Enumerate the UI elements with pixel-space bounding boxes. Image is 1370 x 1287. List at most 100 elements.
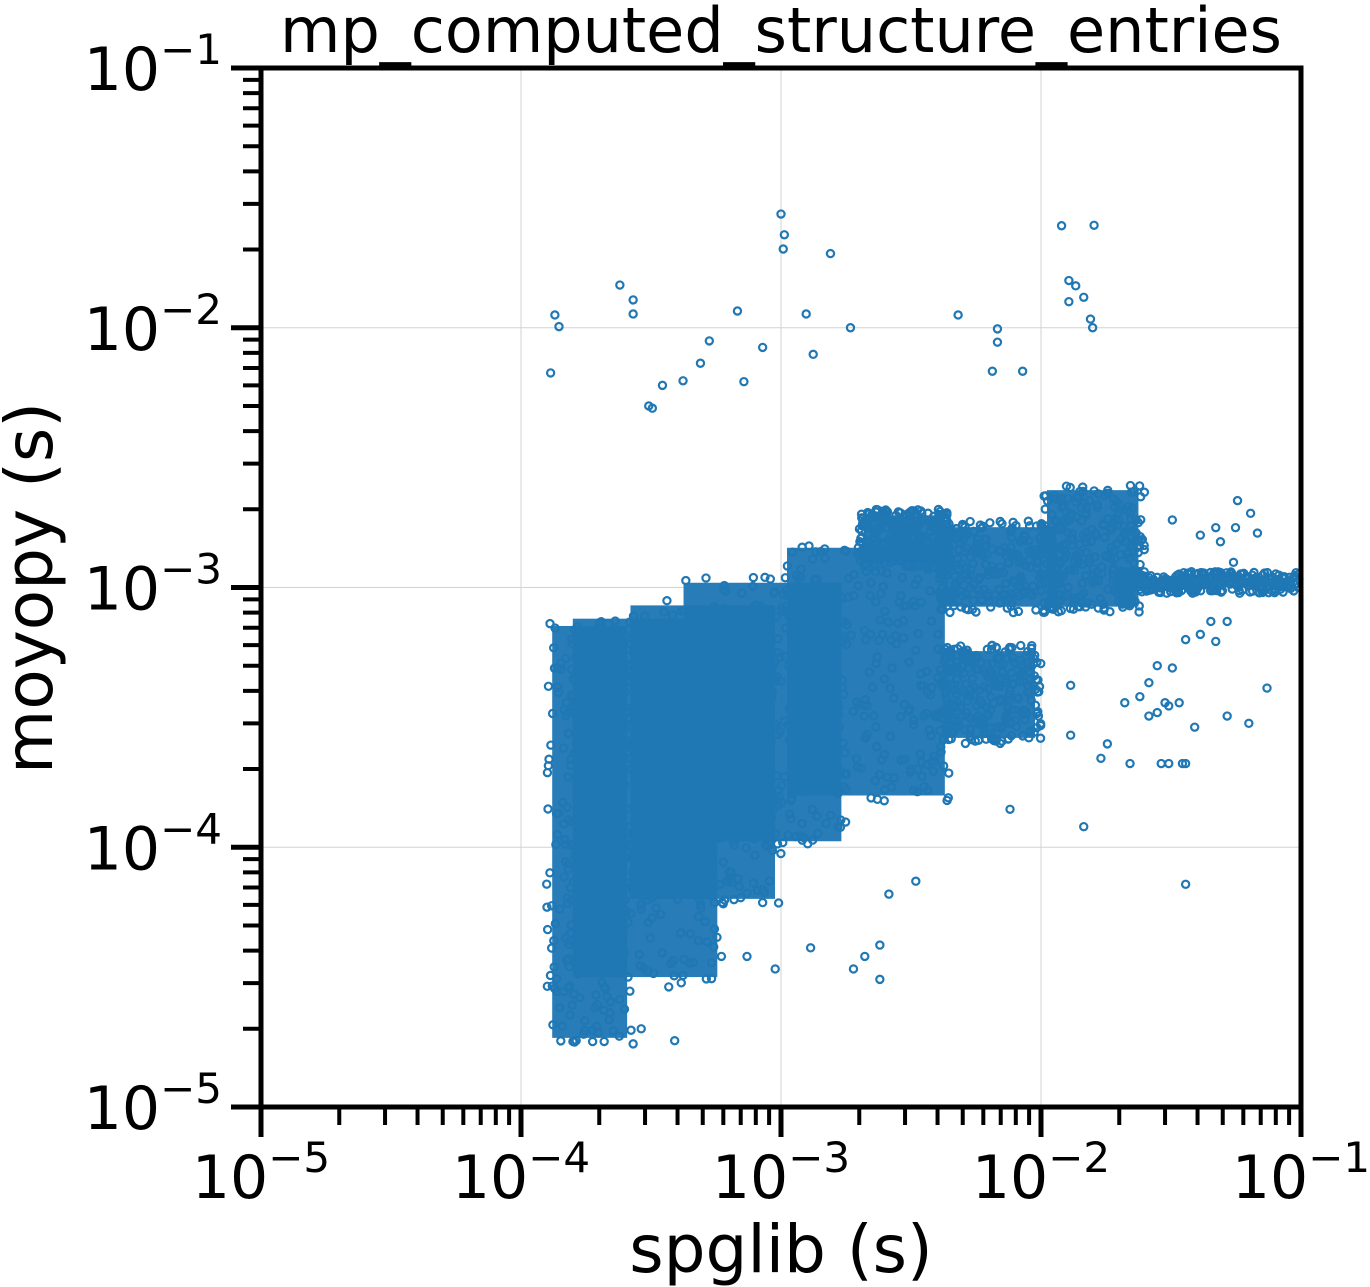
data-point — [1230, 522, 1241, 533]
y-tick-label: 10−2 — [84, 285, 222, 365]
data-point — [1195, 530, 1206, 540]
data-point — [770, 964, 780, 974]
data-point — [1254, 588, 1264, 598]
dense-point-cloud — [1047, 490, 1139, 607]
data-point — [1222, 711, 1232, 721]
data-point — [1087, 323, 1098, 333]
data-point — [542, 879, 552, 889]
data-point — [1005, 804, 1015, 814]
data-point — [1056, 221, 1067, 231]
data-point — [875, 940, 885, 950]
data-point — [587, 1036, 598, 1047]
data-point — [879, 796, 889, 806]
data-point — [1023, 516, 1034, 526]
data-point — [542, 902, 552, 912]
data-point — [1184, 569, 1194, 579]
data-point — [875, 974, 885, 985]
data-point — [776, 209, 786, 219]
data-point — [1079, 821, 1089, 832]
data-point — [704, 336, 715, 346]
data-point — [860, 951, 870, 962]
data-point — [1228, 557, 1239, 568]
data-point — [1085, 314, 1096, 324]
data-point — [1210, 569, 1221, 579]
data-point — [669, 1035, 680, 1046]
data-point — [657, 380, 668, 391]
data-point — [778, 244, 788, 254]
data-point — [1134, 607, 1144, 617]
data-point — [805, 943, 816, 953]
data-point — [845, 323, 856, 333]
data-point — [1120, 698, 1130, 708]
data-point — [1065, 680, 1076, 691]
data-point — [1017, 366, 1028, 376]
scatter-points — [542, 209, 1304, 1049]
data-point — [840, 817, 851, 827]
data-point — [1038, 607, 1049, 617]
plot-frame — [258, 65, 1304, 1110]
dense-point-cloud — [943, 651, 1035, 738]
data-point — [678, 376, 688, 386]
data-point — [987, 366, 998, 376]
data-point — [1211, 636, 1221, 647]
data-point — [1174, 698, 1184, 708]
data-point — [599, 1036, 609, 1047]
major-ticks — [231, 65, 1304, 1137]
data-point — [732, 306, 743, 316]
dense-point-cloud — [943, 527, 1056, 607]
data-point — [716, 951, 727, 962]
data-point — [1156, 758, 1166, 769]
data-point — [776, 848, 786, 859]
data-point — [1252, 528, 1263, 538]
data-point — [995, 516, 1005, 527]
data-point — [1215, 537, 1226, 547]
data-point — [945, 607, 955, 618]
data-point — [779, 230, 790, 240]
data-point — [1205, 567, 1216, 578]
data-point — [1071, 281, 1081, 291]
data-point — [1016, 640, 1026, 651]
data-point — [960, 738, 971, 749]
data-point — [1216, 587, 1226, 597]
data-point — [1263, 588, 1274, 598]
data-point — [1180, 879, 1191, 890]
data-point — [1034, 687, 1044, 697]
data-point — [1089, 220, 1099, 230]
data-point — [757, 897, 768, 908]
data-point — [1249, 567, 1259, 578]
x-tick-label: 10−5 — [192, 1133, 330, 1213]
x-tick-label: 10−3 — [712, 1133, 850, 1213]
data-point — [1232, 495, 1243, 506]
data-point — [965, 516, 975, 527]
data-point — [543, 681, 554, 692]
data-point — [1144, 711, 1154, 721]
data-point — [701, 573, 711, 583]
dense-point-cloud — [1125, 577, 1295, 588]
data-point — [748, 572, 759, 583]
data-point — [1245, 508, 1256, 519]
data-point — [943, 793, 953, 803]
x-tick-label: 10−2 — [972, 1133, 1110, 1213]
data-point — [808, 349, 818, 360]
data-point — [953, 310, 963, 320]
minor-ticks — [243, 77, 1292, 1125]
data-point — [1167, 663, 1178, 673]
data-point — [801, 309, 811, 319]
data-point — [545, 368, 556, 378]
data-point — [615, 280, 625, 290]
data-point — [944, 768, 954, 778]
data-point — [647, 403, 658, 413]
x-tick-label: 10−4 — [452, 1133, 590, 1213]
data-point — [1278, 587, 1288, 597]
y-axis-label: moyopy (s) — [0, 402, 68, 774]
data-point — [550, 310, 560, 320]
data-point — [992, 324, 1003, 334]
data-point — [1190, 587, 1201, 597]
data-point — [739, 376, 749, 387]
data-point — [664, 982, 674, 992]
data-point — [1065, 730, 1076, 740]
y-tick-label: 10−1 — [84, 25, 222, 105]
data-point — [1244, 718, 1254, 729]
data-point — [1189, 722, 1200, 732]
